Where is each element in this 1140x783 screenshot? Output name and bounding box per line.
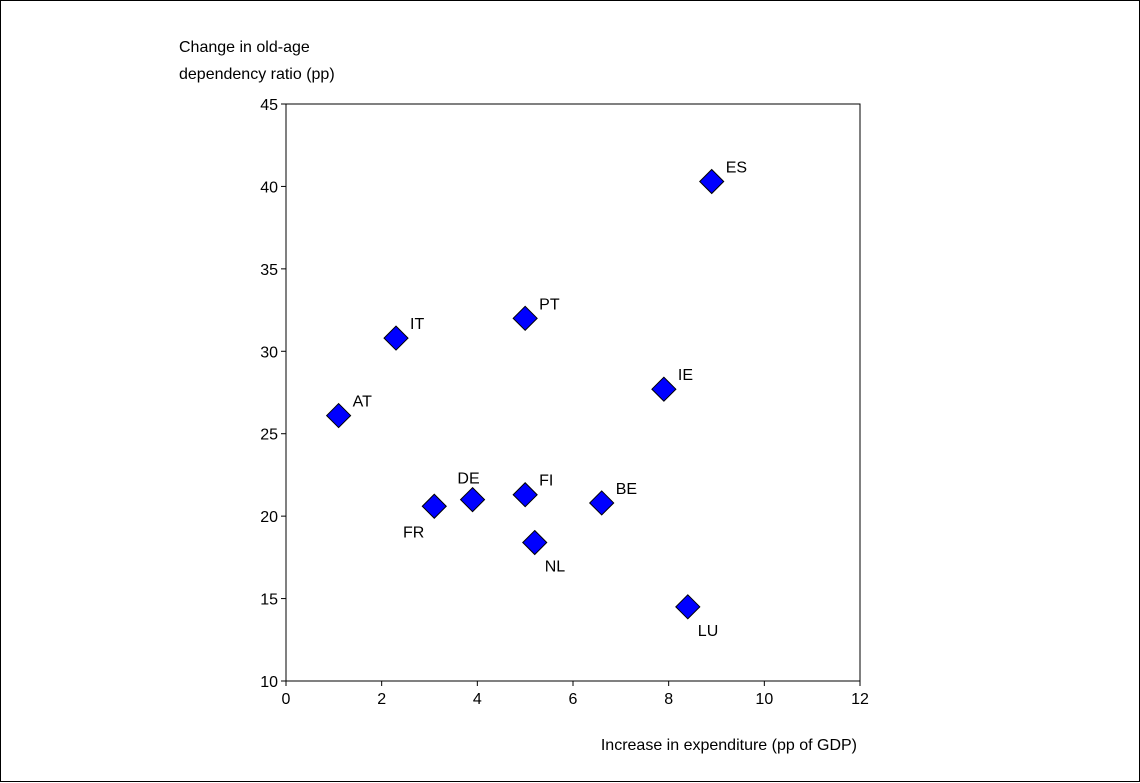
y-tick-label: 45 (260, 97, 278, 114)
x-tick-label: 4 (473, 691, 482, 708)
data-point-at (325, 402, 352, 429)
data-point-de (459, 486, 486, 513)
y-tick-label: 10 (260, 674, 278, 691)
y-tick-label: 40 (260, 179, 278, 196)
point-label-be: BE (616, 481, 637, 498)
point-label-at: AT (353, 394, 372, 411)
y-tick-label: 20 (260, 509, 278, 526)
data-point-ie (651, 376, 677, 402)
axis-ticks: 0 2 4 6 8 10 12 10 15 20 25 30 35 40 45 (260, 97, 869, 708)
y-axis-label-line-1: Change in old-age (179, 39, 310, 56)
x-tick-label: 2 (377, 691, 386, 708)
data-point-lu (675, 594, 701, 620)
data-point-pt (512, 305, 538, 332)
point-label-lu: LU (698, 623, 718, 640)
point-label-fr: FR (403, 524, 424, 541)
point-label-fi: FI (539, 473, 553, 490)
y-tick-label: 25 (260, 427, 278, 444)
point-label-it: IT (410, 316, 424, 333)
data-point-es (699, 168, 725, 195)
y-tick-label: 30 (260, 344, 278, 361)
x-axis-label: Increase in expenditure (pp of GDP) (601, 737, 857, 754)
plot-area (285, 103, 861, 682)
y-tick-label: 15 (260, 592, 278, 609)
x-tick-label: 0 (282, 691, 291, 708)
y-tick-label: 35 (260, 262, 278, 279)
y-axis-label-line-2: dependency ratio (pp) (179, 66, 335, 83)
x-tick-label: 6 (569, 691, 578, 708)
point-label-pt: PT (539, 296, 560, 313)
data-point-fi (512, 482, 538, 508)
point-label-de: DE (457, 471, 479, 488)
x-tick-label: 10 (755, 691, 773, 708)
point-label-nl: NL (545, 559, 566, 576)
data-point-be (588, 490, 615, 516)
point-label-ie: IE (678, 367, 693, 384)
data-point-nl (522, 529, 548, 556)
point-label-es: ES (726, 159, 747, 176)
x-tick-label: 8 (664, 691, 673, 708)
x-tick-label: 12 (851, 691, 869, 708)
data-point-fr (421, 493, 447, 519)
data-point-it (383, 325, 409, 351)
data-points: AT IT FR DE PT FI NL BE IE LU ES (325, 159, 747, 640)
